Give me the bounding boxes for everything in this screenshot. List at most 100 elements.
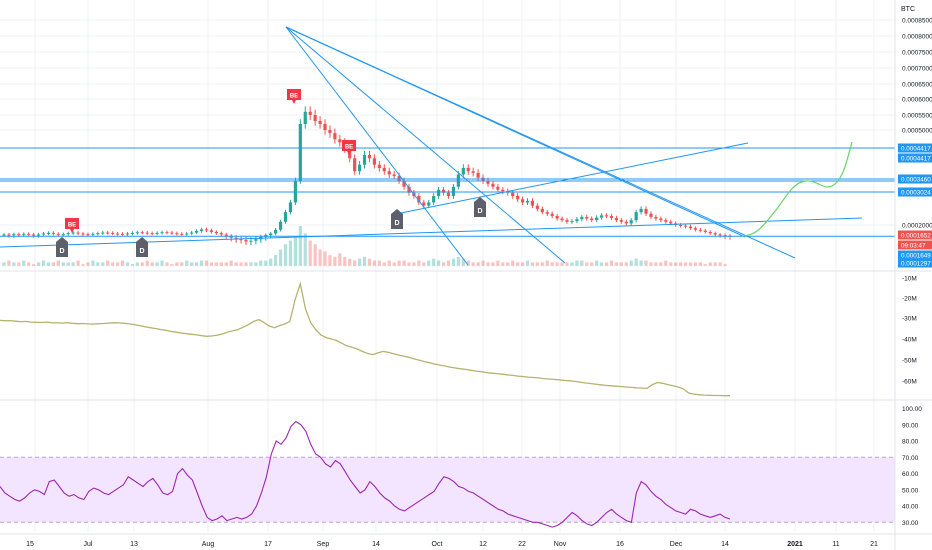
candle-body[interactable] (17, 234, 21, 236)
candle-body[interactable] (614, 217, 619, 221)
candle-body[interactable] (540, 208, 544, 213)
candle-body[interactable] (417, 195, 421, 203)
candle-body[interactable] (125, 233, 130, 235)
candle-body[interactable] (377, 164, 381, 168)
candle-body[interactable] (659, 218, 663, 221)
candle-body[interactable] (422, 202, 426, 206)
candle-body[interactable] (288, 202, 293, 213)
candle-body[interactable] (535, 205, 539, 209)
candle-body[interactable] (466, 167, 470, 172)
dividend-marker[interactable]: D (136, 237, 148, 257)
candle-body[interactable] (283, 212, 288, 222)
candle-body[interactable] (130, 232, 135, 234)
forecast-path[interactable] (741, 141, 853, 237)
candle-body[interactable] (693, 228, 698, 230)
candle-body[interactable] (115, 233, 120, 235)
trend-channel-upper[interactable] (395, 142, 749, 215)
candle-body[interactable] (501, 189, 505, 192)
candle-body[interactable] (550, 213, 554, 216)
candle-body[interactable] (585, 216, 589, 219)
candle-body[interactable] (669, 221, 673, 224)
candle-body[interactable] (372, 158, 377, 165)
candle-body[interactable] (679, 225, 683, 226)
candle-body[interactable] (451, 186, 456, 196)
candle-body[interactable] (446, 192, 451, 196)
candle-body[interactable] (565, 220, 569, 222)
event-markers[interactable]: D D D D BE BE BE (56, 89, 486, 257)
candle-body[interactable] (511, 192, 515, 196)
candle-body[interactable] (278, 221, 283, 230)
candle-body[interactable] (76, 232, 80, 234)
candle-body[interactable] (298, 124, 302, 181)
candle-body[interactable] (12, 234, 16, 236)
candle-body[interactable] (244, 239, 248, 242)
candle-body[interactable] (703, 230, 707, 232)
candle-body[interactable] (530, 200, 535, 206)
earnings-marker[interactable]: BE (65, 218, 79, 233)
candle-body[interactable] (239, 239, 243, 241)
candle-body[interactable] (249, 240, 253, 242)
candle-body[interactable] (718, 234, 722, 236)
candle-body[interactable] (471, 171, 475, 173)
candle-body[interactable] (224, 234, 228, 236)
candle-body[interactable] (496, 186, 500, 190)
candle-body[interactable] (545, 212, 549, 214)
candle-body[interactable] (318, 121, 322, 124)
candle-body[interactable] (36, 234, 41, 236)
candle-body[interactable] (313, 115, 317, 121)
earnings-marker[interactable]: BE (342, 140, 356, 155)
candle-body[interactable] (308, 111, 312, 115)
candle-body[interactable] (560, 218, 564, 221)
candle-body[interactable] (209, 230, 214, 232)
dividend-marker[interactable]: D (391, 209, 403, 229)
candle-body[interactable] (106, 232, 110, 234)
candle-body[interactable] (476, 172, 480, 178)
candle-body[interactable] (624, 221, 628, 224)
fan-line-0[interactable] (285, 26, 469, 266)
candle-body[interactable] (150, 233, 154, 235)
candle-body[interactable] (634, 212, 638, 221)
dividend-marker[interactable]: D (474, 197, 486, 217)
candle-body[interactable] (165, 232, 169, 234)
candle-body[interactable] (32, 234, 36, 236)
candlestick-series[interactable] (2, 106, 732, 246)
candle-body[interactable] (604, 215, 609, 217)
candle-body[interactable] (303, 111, 307, 124)
candle-body[interactable] (274, 229, 278, 234)
candle-body[interactable] (392, 174, 396, 177)
candle-body[interactable] (180, 233, 184, 235)
candle-body[interactable] (7, 234, 11, 236)
candle-body[interactable] (111, 232, 115, 234)
candle-body[interactable] (698, 229, 702, 231)
candle-body[interactable] (609, 215, 614, 218)
candle-body[interactable] (570, 221, 574, 223)
trend-support-line[interactable] (0, 217, 863, 248)
fan-line-3[interactable] (285, 26, 796, 259)
candle-body[interactable] (486, 180, 490, 184)
candle-body[interactable] (427, 202, 431, 206)
candle-body[interactable] (86, 234, 90, 236)
candle-body[interactable] (101, 232, 105, 234)
candle-body[interactable] (140, 232, 144, 234)
candle-body[interactable] (555, 215, 559, 219)
candle-body[interactable] (357, 164, 362, 172)
candle-body[interactable] (333, 133, 337, 140)
candle-body[interactable] (214, 231, 218, 234)
candle-body[interactable] (664, 220, 668, 222)
candle-body[interactable] (145, 232, 149, 234)
candle-body[interactable] (437, 189, 441, 196)
candle-body[interactable] (190, 232, 194, 234)
candle-body[interactable] (323, 124, 327, 130)
candle-body[interactable] (367, 155, 372, 159)
candle-body[interactable] (120, 233, 125, 235)
candle-body[interactable] (46, 232, 51, 234)
candle-body[interactable] (175, 233, 179, 235)
candle-body[interactable] (269, 233, 273, 236)
candle-body[interactable] (516, 195, 520, 200)
candle-body[interactable] (441, 189, 446, 193)
candle-body[interactable] (254, 239, 258, 241)
earnings-marker[interactable]: BE (287, 89, 301, 104)
candle-body[interactable] (135, 232, 139, 234)
candle-body[interactable] (51, 232, 55, 234)
